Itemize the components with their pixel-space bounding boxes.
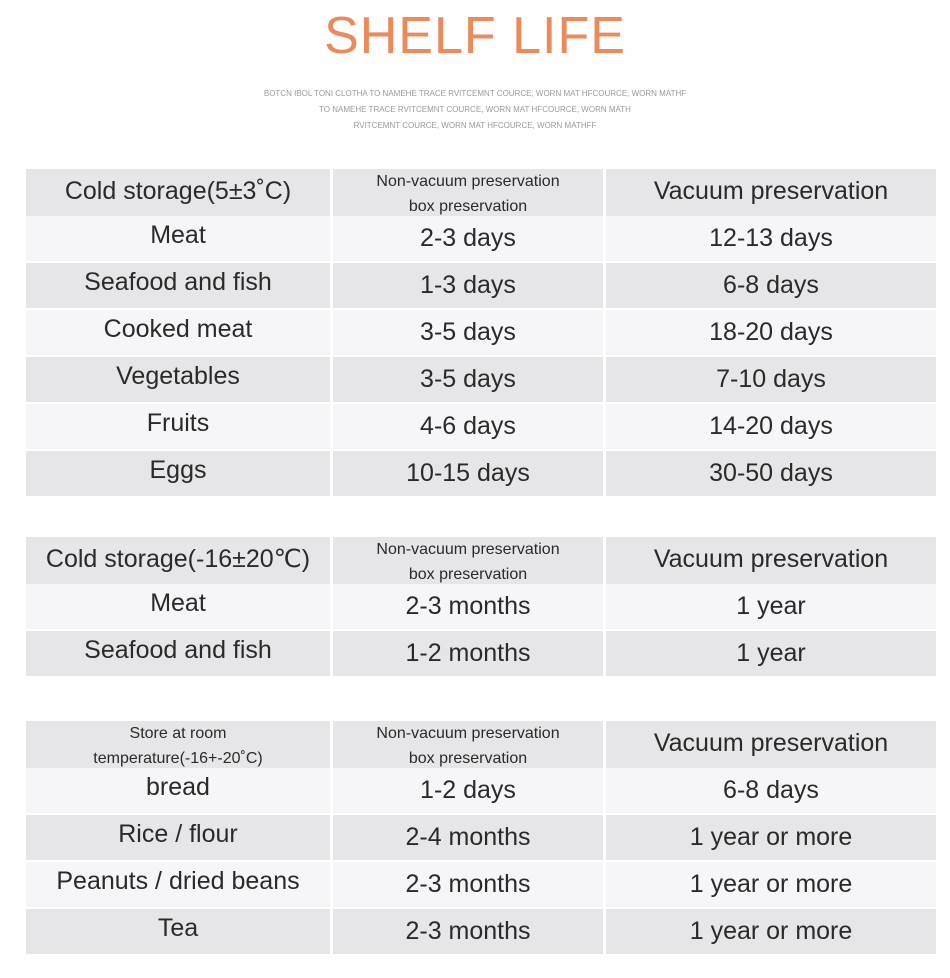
table-row: Meat 2-3 days 12-13 days — [26, 216, 936, 261]
food-item: Seafood and fish — [26, 263, 330, 308]
non-vacuum-duration: 2-3 months — [333, 909, 603, 954]
food-item: Cooked meat — [26, 310, 330, 355]
vacuum-duration: 1 year or more — [606, 909, 936, 954]
vacuum-duration: 30-50 days — [606, 451, 936, 496]
vacuum-duration: 7-10 days — [606, 357, 936, 402]
subtitle-line: RVITCEMNT COURCE, WORN MAT HFCOURCE, WOR… — [353, 121, 597, 130]
vacuum-duration: 12-13 days — [606, 216, 936, 261]
table-cold-storage-5c: Cold storage(5±3˚C) Non-vacuum preservat… — [26, 169, 936, 498]
non-vacuum-duration: 3-5 days — [333, 357, 603, 402]
non-vacuum-duration: 1-2 days — [333, 768, 603, 813]
header-storage-type: Store at room temperature(-16+-20˚C) — [26, 721, 330, 771]
header-vacuum: Vacuum preservation — [606, 537, 936, 587]
table-row: bread 1-2 days 6-8 days — [26, 768, 936, 813]
table-header-row: Cold storage(5±3˚C) Non-vacuum preservat… — [26, 169, 936, 219]
vacuum-duration: 1 year — [606, 631, 936, 676]
header-vacuum: Vacuum preservation — [606, 721, 936, 771]
non-vacuum-duration: 4-6 days — [333, 404, 603, 449]
header-storage-type: Cold storage(5±3˚C) — [26, 169, 330, 219]
table-row: Seafood and fish 1-3 days 6-8 days — [26, 263, 936, 308]
header-non-vacuum: Non-vacuum preservation box preservation — [333, 721, 603, 771]
food-item: Fruits — [26, 404, 330, 449]
table-row: Eggs 10-15 days 30-50 days — [26, 451, 936, 496]
vacuum-duration: 1 year or more — [606, 815, 936, 860]
table-row: Cooked meat 3-5 days 18-20 days — [26, 310, 936, 355]
table-room-temperature: Store at room temperature(-16+-20˚C) Non… — [26, 721, 936, 956]
non-vacuum-duration: 2-3 months — [333, 584, 603, 629]
food-item: bread — [26, 768, 330, 813]
vacuum-duration: 1 year — [606, 584, 936, 629]
table-row: Rice / flour 2-4 months 1 year or more — [26, 815, 936, 860]
vacuum-duration: 1 year or more — [606, 862, 936, 907]
table-row: Vegetables 3-5 days 7-10 days — [26, 357, 936, 402]
non-vacuum-duration: 3-5 days — [333, 310, 603, 355]
table-row: Seafood and fish 1-2 months 1 year — [26, 631, 936, 676]
food-item: Vegetables — [26, 357, 330, 402]
subtitle-line: TO NAMEHE TRACE RVITCEMNT COURCE, WORN M… — [319, 105, 631, 114]
food-item: Meat — [26, 216, 330, 261]
table-cold-storage-frozen: Cold storage(-16±20℃) Non-vacuum preserv… — [26, 537, 936, 678]
vacuum-duration: 18-20 days — [606, 310, 936, 355]
vacuum-duration: 6-8 days — [606, 768, 936, 813]
non-vacuum-duration: 2-3 days — [333, 216, 603, 261]
header-storage-type: Cold storage(-16±20℃) — [26, 537, 330, 587]
subtitle-line: BOTCN IBOL TONI CLOTHA TO NAMEHE TRACE R… — [263, 89, 687, 98]
vacuum-duration: 6-8 days — [606, 263, 936, 308]
food-item: Eggs — [26, 451, 330, 496]
table-header-row: Store at room temperature(-16+-20˚C) Non… — [26, 721, 936, 771]
food-item: Rice / flour — [26, 815, 330, 860]
non-vacuum-duration: 2-4 months — [333, 815, 603, 860]
table-row: Peanuts / dried beans 2-3 months 1 year … — [26, 862, 936, 907]
food-item: Peanuts / dried beans — [26, 862, 330, 907]
page-title: SHELF LIFE — [324, 7, 626, 65]
non-vacuum-duration: 1-3 days — [333, 263, 603, 308]
non-vacuum-duration: 1-2 months — [333, 631, 603, 676]
header-non-vacuum: Non-vacuum preservation box preservation — [333, 169, 603, 219]
table-header-row: Cold storage(-16±20℃) Non-vacuum preserv… — [26, 537, 936, 587]
header-non-vacuum: Non-vacuum preservation box preservation — [333, 537, 603, 587]
subtitle-text: BOTCN IBOL TONI CLOTHA TO NAMEHE TRACE R… — [230, 86, 720, 134]
non-vacuum-duration: 2-3 months — [333, 862, 603, 907]
table-row: Meat 2-3 months 1 year — [26, 584, 936, 629]
table-row: Fruits 4-6 days 14-20 days — [26, 404, 936, 449]
non-vacuum-duration: 10-15 days — [333, 451, 603, 496]
food-item: Meat — [26, 584, 330, 629]
header-vacuum: Vacuum preservation — [606, 169, 936, 219]
table-row: Tea 2-3 months 1 year or more — [26, 909, 936, 954]
food-item: Tea — [26, 909, 330, 954]
food-item: Seafood and fish — [26, 631, 330, 676]
vacuum-duration: 14-20 days — [606, 404, 936, 449]
